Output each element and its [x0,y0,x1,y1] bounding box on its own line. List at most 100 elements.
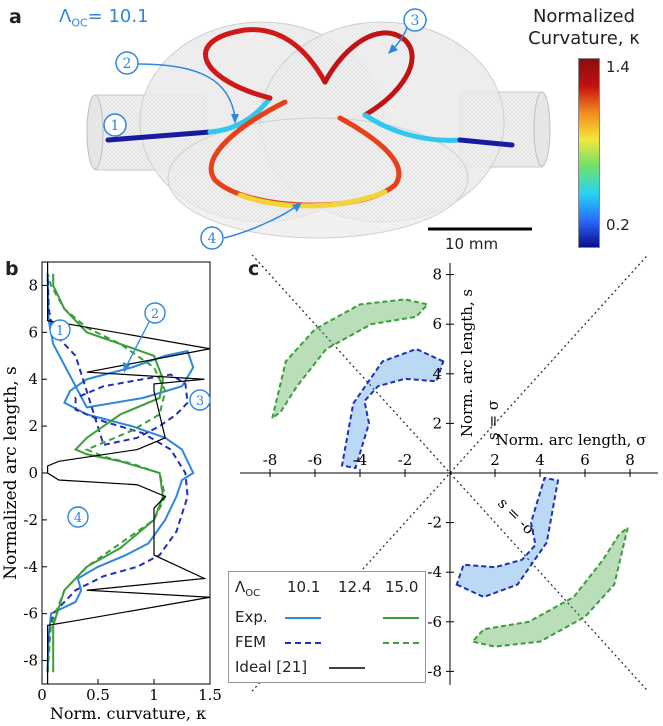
knot-illustration [86,21,551,239]
b-ytick-label-8: 8 [28,276,38,294]
rod-upper-right-loop [322,30,415,118]
lambda-symbol: Λ [59,6,72,27]
colorbar-title-line1: Normalized [532,6,636,27]
callout-2: 2 [115,51,139,75]
c-region-1-0 [270,298,430,422]
c-ytick-label-7: 8 [432,266,442,284]
c-ytick-label-6: 6 [432,315,442,333]
b-callout-2: 2 [144,302,166,324]
c-ytick-label-0: -8 [427,662,442,680]
b-series-1 [46,273,189,673]
c-xtick-label-2: -4 [353,451,368,469]
legend-header: ΛOC [235,578,260,599]
b-xtick-label-1: 0.5 [86,686,110,704]
scale-bar-label: 10 mm [445,235,499,253]
callout-arrow-4 [223,204,299,239]
c-xtick-label-3: -2 [398,451,413,469]
c-ytick-label-4: 2 [432,414,442,432]
svg-text:4: 4 [74,511,82,526]
panel-b-label: b [5,258,19,280]
b-callout-arrow-2 [125,319,151,368]
callout-1: 1 [103,113,127,137]
b-ytick-label-5: 2 [28,417,38,435]
c-xtick-label-0: -8 [263,451,278,469]
svg-text:2: 2 [151,307,159,322]
c-xtick-label-5: 4 [535,451,545,469]
legend-header-symbol: Λ [235,578,246,596]
c-ytick-label-2: -4 [427,563,442,581]
diag-line-pos [251,255,649,692]
legend-col-2: 12.4 [338,578,372,596]
b-series-4 [46,262,211,684]
chart-b-ylabel: Normalized arc length, s [1,366,21,580]
svg-text:1: 1 [111,118,120,134]
rod-upper-left-loop [203,27,328,101]
b-xtick-label-2: 1 [149,686,159,704]
rod-left-straight [105,129,213,143]
legend-col-3: 15.0 [385,578,419,596]
b-ytick-label-4: 0 [28,464,38,482]
lambda-annotation: ΛOC= 10.1 [59,6,149,30]
c-ytick-label-1: -6 [427,613,442,631]
colorbar [578,58,600,248]
diag-label-s-eq-sigma: s = σ [484,400,502,440]
b-ytick-label-0: -8 [23,652,38,670]
b-ytick-label-2: -4 [23,558,38,576]
right-cylinder-end [533,91,551,167]
c-xtick-label-4: 2 [490,451,500,469]
c-region-0-0 [340,347,445,470]
b-callout-3: 3 [189,389,211,411]
c-xtick-label-7: 8 [625,451,635,469]
svg-text:1: 1 [56,324,64,339]
b-ytick-label-3: -2 [23,511,38,529]
colorbar-title-line2: Curvature, κ [528,28,640,49]
c-region-0-1 [455,476,560,599]
legend-header-sub: OC [245,588,261,599]
b-xtick-label-3: 1.5 [198,686,222,704]
chart-c: -8 -6 -4 -2 2 4 6 8 -8 -6 -4 -2 2 4 6 8 Norm. arc lengt… [240,255,658,692]
b-callout-4: 4 [67,506,89,528]
chart-c-xlabel: Norm. arc length, σ [496,431,647,449]
chart-c-ylabel: Norm. arc length, s [458,289,476,437]
b-callout-arrowhead-2 [123,362,130,373]
callout-arrowhead-4 [292,202,302,212]
panel-c-label: c [248,258,260,280]
legend: ΛOC 10.1 12.4 15.0 Exp. FEM Ideal [21] [228,571,426,683]
callout-arrow-2 [137,63,236,119]
c-region-1-1 [470,524,630,648]
legend-row-exp: Exp. [235,608,268,626]
knot-lobe-bottom [167,117,469,239]
b-xtick-label-0: 0 [37,686,47,704]
c-xtick-label-1: -6 [308,451,323,469]
legend-col-1: 10.1 [287,578,321,596]
colorbar-title: Normalized Curvature, κ [505,6,663,50]
b-ytick-label-1: -6 [23,605,38,623]
c-ytick-label-3: -2 [427,514,442,532]
rod-right-entry [362,112,463,143]
callout-arrowhead-3 [388,44,398,54]
b-ytick-label-6: 4 [28,370,38,388]
b-callout-1: 1 [49,319,71,341]
panel-a-label: a [9,6,22,28]
b-ytick-label-7: 6 [28,323,38,341]
svg-text:3: 3 [196,394,204,409]
chart-b-xlabel: Norm. curvature, κ [50,704,206,723]
chart-b: 0 0.5 1 1.5 -8 -6 -4 -2 0 2 4 6 8 Norm. curvature, κ… [1,261,222,723]
lambda-subscript: OC [71,16,88,30]
b-series-3 [46,273,167,673]
callouts-a: 1 2 3 4 [103,8,427,250]
colorbar-min-label: 0.2 [606,216,630,234]
lambda-value: = 10.1 [87,6,149,27]
rod-right-straight [457,137,515,148]
callout-4: 4 [200,226,224,250]
legend-row-ideal: Ideal [21] [235,658,308,676]
svg-text:4: 4 [208,231,217,247]
callout-arrowhead-2 [231,114,239,124]
callout-3: 3 [403,8,427,32]
rod-left-entry [207,95,273,135]
c-ytick-label-5: 4 [432,365,442,383]
c-xtick-label-6: 6 [580,451,590,469]
colorbar-max-label: 1.4 [606,58,630,76]
legend-row-fem: FEM [235,633,267,651]
b-series-2 [52,273,164,673]
